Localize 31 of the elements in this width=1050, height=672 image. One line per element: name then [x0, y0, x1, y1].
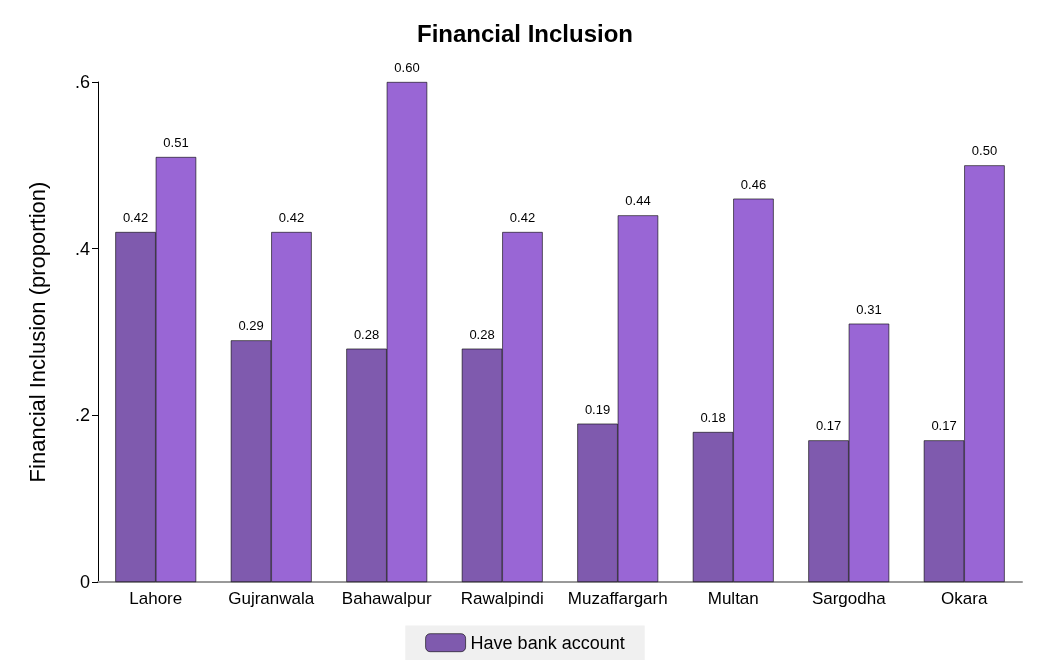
data-label: 0.42	[278, 210, 305, 225]
data-label: 0.18	[700, 410, 726, 425]
data-label: 0.28	[469, 326, 495, 342]
y-tick-label: .6	[74, 72, 90, 92]
chart-title: Financial Inclusion	[416, 19, 634, 47]
data-label: 0.17	[815, 418, 842, 434]
data-label: 0.51	[163, 135, 189, 150]
y-axis-title: Financial Inclusion (proportion)	[24, 181, 50, 483]
data-label: 0.50	[971, 143, 998, 159]
x-tick-label: Muzaffargarh	[567, 589, 668, 608]
data-label: 0.31	[856, 301, 882, 317]
x-tick-label: Bahawalpur	[341, 589, 432, 608]
data-label: 0.44	[625, 193, 651, 209]
y-tick-label: .2	[74, 405, 90, 426]
data-label: 0.42	[122, 210, 149, 225]
y-tick-label: .4	[74, 238, 90, 259]
data-label: 0.46	[740, 176, 767, 192]
data-label: 0.28	[353, 326, 380, 342]
legend-label: Have bank account	[470, 632, 625, 653]
data-label: 0.19	[584, 401, 611, 417]
data-label: 0.42	[509, 210, 536, 225]
data-label: 0.29	[238, 318, 264, 334]
data-label: 0.17	[931, 418, 957, 434]
x-tick-label: Multan	[707, 589, 759, 608]
x-tick-label: Lahore	[129, 589, 183, 608]
x-tick-label: Okara	[941, 589, 988, 608]
y-tick-label: 0	[79, 572, 90, 592]
data-label: 0.60	[394, 60, 420, 75]
x-tick-label: Sargodha	[811, 589, 887, 608]
x-tick-label: Gujranwala	[228, 589, 315, 608]
x-tick-label: Rawalpindi	[460, 589, 544, 608]
